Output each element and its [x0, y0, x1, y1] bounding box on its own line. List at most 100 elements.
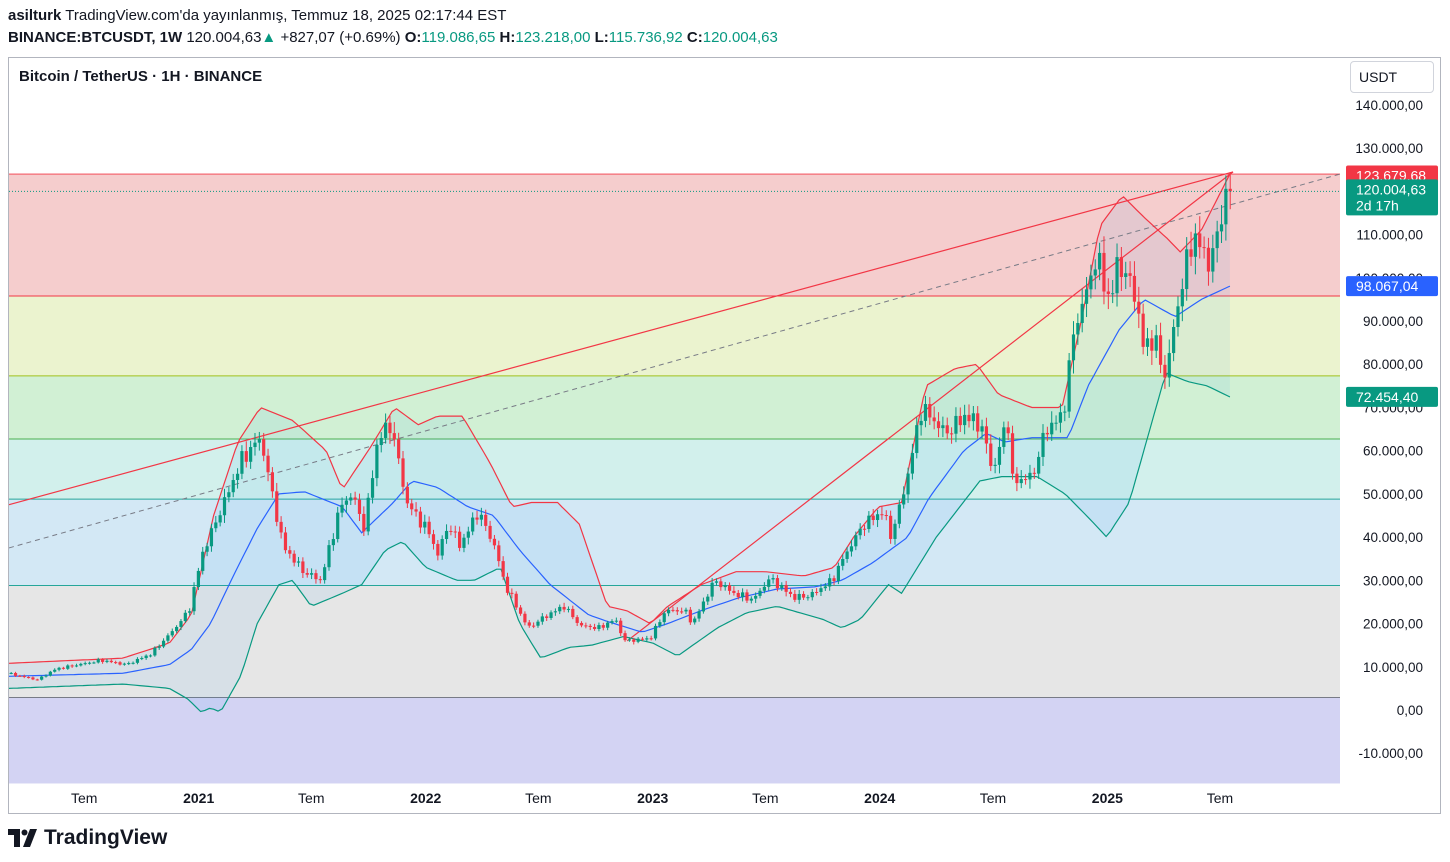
low-label: L: — [594, 29, 609, 46]
candle — [349, 493, 353, 505]
candle — [401, 451, 405, 495]
candle-body — [1215, 231, 1219, 249]
candle — [780, 582, 784, 591]
candle — [1154, 324, 1158, 358]
y-axis-tick-label: 0,00 — [1397, 703, 1423, 718]
candle-body — [96, 659, 100, 663]
candle — [1150, 330, 1154, 365]
candle-body — [897, 504, 901, 524]
candle — [314, 569, 318, 584]
candle — [61, 666, 66, 670]
candle — [1032, 467, 1036, 479]
candle-body — [902, 494, 906, 505]
candle-body — [331, 539, 335, 546]
candle-body — [549, 612, 553, 618]
candle — [910, 443, 915, 480]
candle-body — [915, 425, 919, 454]
candle-body — [135, 658, 140, 663]
currency-unit-button[interactable]: USDT — [1350, 61, 1434, 93]
candle-body — [1054, 422, 1058, 424]
candle-body — [18, 675, 22, 677]
candle — [784, 580, 788, 597]
candle-body — [266, 455, 270, 473]
candle-body — [440, 539, 444, 556]
candle-body — [658, 622, 662, 626]
candle-body — [279, 521, 283, 533]
candle — [697, 608, 701, 622]
candle — [179, 619, 183, 631]
candle — [932, 406, 936, 430]
candle — [83, 661, 87, 666]
candle-body — [249, 447, 253, 462]
candle — [201, 546, 205, 575]
candle-body — [714, 581, 719, 583]
candle — [819, 583, 823, 596]
author-name[interactable]: asilturk — [8, 7, 62, 24]
candle — [1115, 243, 1119, 307]
candle-body — [1080, 303, 1084, 323]
candle — [897, 499, 901, 529]
candle — [305, 568, 309, 578]
candle-body — [431, 534, 436, 544]
candle-body — [697, 611, 701, 619]
candle-body — [601, 625, 605, 628]
price-tag-value: 120.004,63 — [1356, 181, 1426, 197]
candle — [105, 658, 109, 664]
candle — [1167, 339, 1171, 387]
candle-body — [288, 550, 292, 554]
candle-body — [932, 417, 936, 422]
candle-body — [575, 617, 579, 623]
y-axis-tick-label: 20.000,00 — [1363, 617, 1423, 632]
candle-body — [762, 586, 766, 591]
candle — [1106, 278, 1110, 310]
candle — [357, 493, 362, 522]
candle — [1098, 242, 1102, 281]
candle — [788, 588, 793, 598]
candle — [218, 510, 222, 527]
y-axis-tick-label: 130.000,00 — [1355, 141, 1423, 156]
candle — [832, 575, 836, 586]
candle — [13, 671, 18, 677]
candle — [471, 512, 475, 536]
candle-body — [253, 442, 257, 448]
candle — [871, 508, 875, 526]
candle — [523, 611, 527, 626]
candle-body — [1045, 432, 1049, 435]
dashed-trend-line — [8, 173, 1341, 549]
candle-body — [928, 404, 932, 418]
candle — [462, 533, 466, 553]
candle-body — [588, 625, 592, 627]
fib-zone — [9, 375, 1340, 440]
candle — [997, 437, 1002, 474]
candle — [836, 562, 840, 585]
candle-body — [793, 593, 797, 600]
candle-body — [466, 531, 470, 538]
candle-body — [35, 679, 39, 681]
candle — [928, 397, 932, 425]
candle — [392, 422, 396, 447]
candle-body — [758, 590, 762, 596]
candle-body — [810, 591, 814, 598]
candle-body — [1137, 301, 1141, 314]
candle-body — [314, 573, 318, 580]
change-arrow-icon: ▲ — [261, 29, 277, 46]
candle-body — [275, 491, 279, 522]
candle — [610, 619, 614, 625]
candle — [558, 604, 562, 615]
candle — [636, 637, 640, 644]
candle-body — [1150, 338, 1154, 351]
candle-body — [619, 620, 623, 634]
candle-body — [976, 413, 980, 432]
candle-body — [754, 595, 758, 599]
candle-body — [305, 573, 309, 575]
candle-body — [841, 558, 845, 566]
y-axis-tick-label: 90.000,00 — [1363, 314, 1423, 329]
x-axis-tick-label: 2023 — [637, 790, 668, 806]
candle — [1145, 327, 1150, 356]
candle-body — [597, 625, 601, 630]
candle-body — [871, 515, 875, 521]
candle-body — [244, 451, 248, 462]
candle — [601, 622, 605, 631]
candle-body — [318, 579, 322, 581]
